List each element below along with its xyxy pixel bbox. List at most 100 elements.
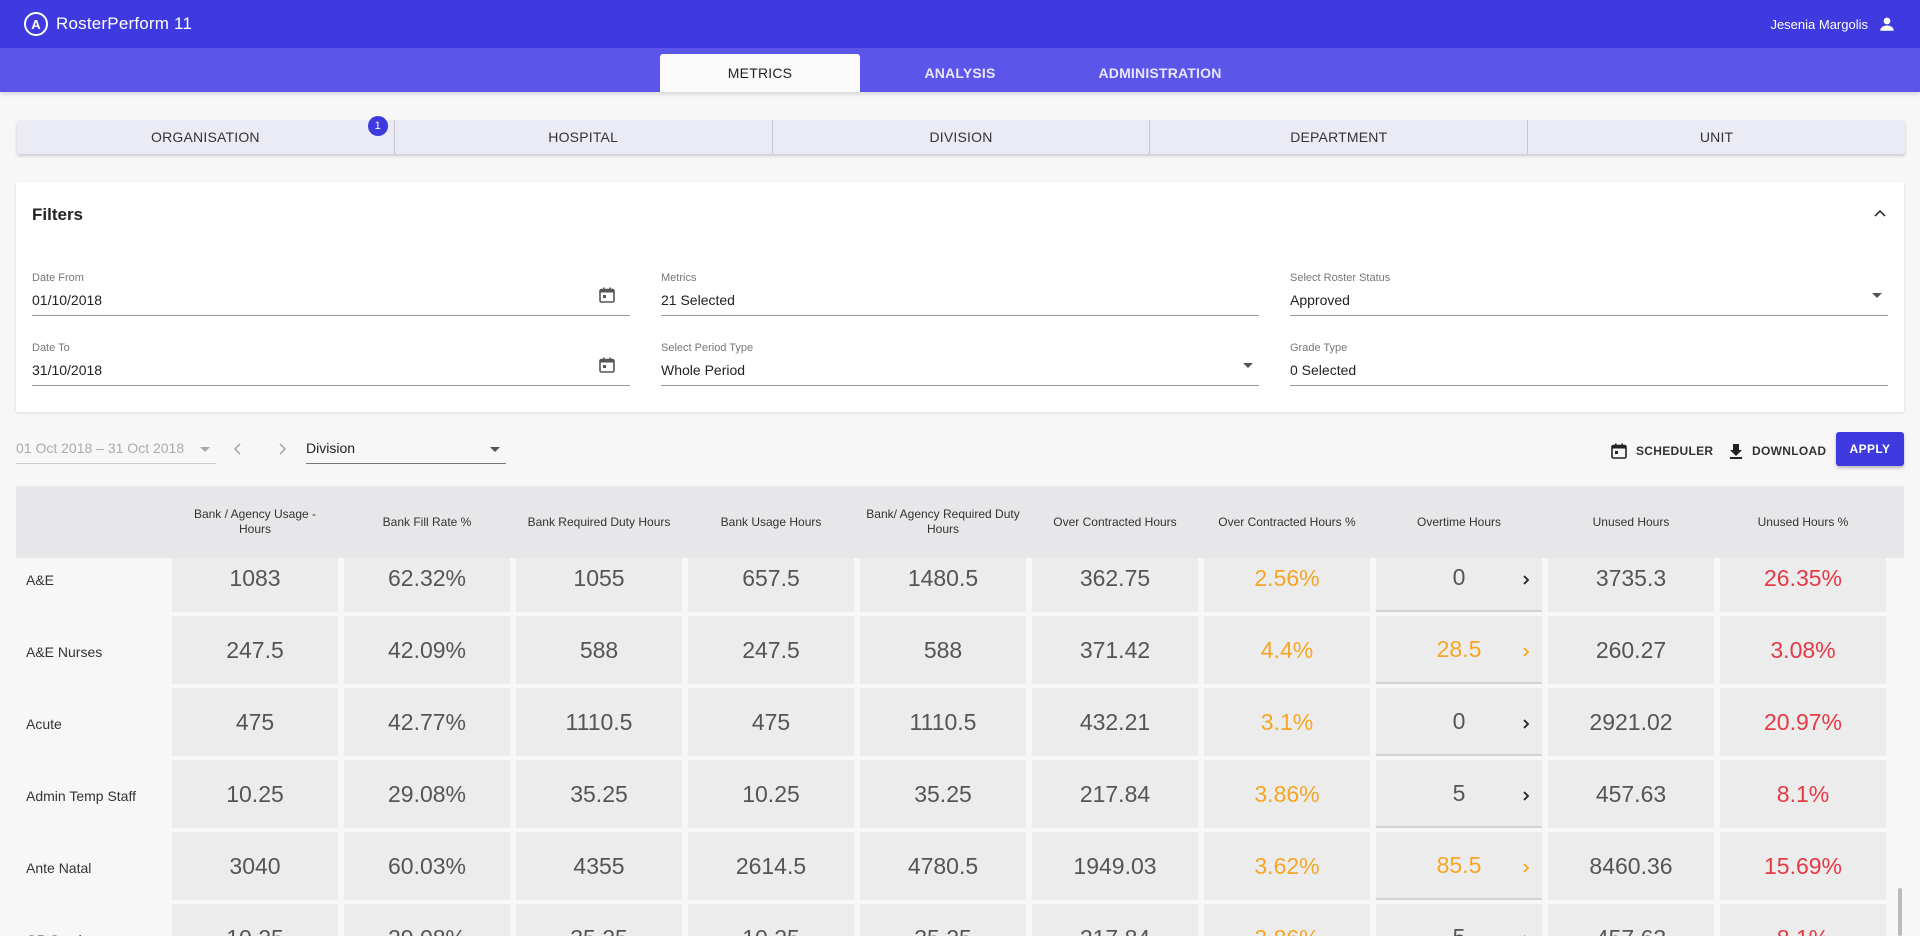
chevron-right-icon[interactable]: [1522, 862, 1530, 874]
metrics-field[interactable]: Metrics 21 Selected: [661, 272, 1259, 316]
cell-value: 432.21: [1079, 708, 1151, 735]
table-cell: 1110.5: [860, 688, 1026, 756]
cell-value: 4.4%: [1260, 636, 1314, 663]
table-cell: 42.77%: [344, 688, 510, 756]
hierarchy-unit[interactable]: UNIT: [1699, 129, 1734, 145]
table-cell: 35.25: [860, 760, 1026, 828]
cell-value: 5: [1452, 779, 1466, 806]
table-cell: 8.1%: [1720, 904, 1886, 936]
filters-panel: Filters Date From 01/10/2018 Date To 31/…: [16, 182, 1904, 412]
download-icon: [1730, 444, 1742, 459]
period-type-select[interactable]: Select Period Type Whole Period: [661, 342, 1259, 386]
chevron-left-icon[interactable]: [230, 440, 246, 458]
cell-value: 588: [579, 636, 619, 663]
table-cell: 657.5: [688, 558, 854, 612]
cell-value: 10.25: [742, 925, 800, 936]
row-label: A&E: [26, 572, 55, 588]
collapse-chevron-up-icon[interactable]: [1872, 206, 1888, 222]
table-cell: 3.1%: [1204, 688, 1370, 756]
account-icon[interactable]: [1878, 15, 1896, 33]
chevron-right-icon[interactable]: [1522, 646, 1530, 658]
table-row[interactable]: GP Services 10.25 29.08% 35.25 10.25 35.25 217…: [16, 904, 1904, 936]
tab-administration[interactable]: ADMINISTRATION: [1098, 65, 1222, 81]
column-header[interactable]: Over Contracted Hours %: [1218, 514, 1356, 529]
metrics-value: 21 Selected: [661, 292, 735, 308]
chevron-right-icon[interactable]: [1522, 718, 1530, 730]
dropdown-caret-icon[interactable]: [1243, 363, 1253, 368]
period-range-select[interactable]: 01 Oct 2018 – 31 Oct 2018: [16, 436, 216, 464]
hierarchy-organisation[interactable]: ORGANISATION 1: [17, 116, 395, 154]
date-from-field[interactable]: Date From 01/10/2018: [32, 272, 630, 316]
table-cell: 35.25: [516, 760, 682, 828]
column-header[interactable]: Bank Fill Rate %: [382, 514, 472, 529]
cell-value: 10.25: [226, 780, 284, 807]
roster-status-select[interactable]: Select Roster Status Approved: [1290, 272, 1888, 316]
table-cell: 3040: [172, 832, 338, 900]
table-cell: 3.86%: [1204, 904, 1370, 936]
table-row[interactable]: Acute 475 42.77% 1110.5 475 1110.5 432.21 3.1% 0…: [16, 688, 1904, 760]
cell-value: 5: [1453, 924, 1466, 936]
column-header[interactable]: Over Contracted Hours: [1053, 514, 1177, 529]
chevron-right-icon[interactable]: [1522, 790, 1530, 802]
table-row[interactable]: Admin Temp Staff 10.25 29.08% 35.25 10.25 35.…: [16, 760, 1904, 832]
vertical-scrollbar[interactable]: [1898, 888, 1902, 936]
chevron-right-icon[interactable]: [274, 440, 290, 458]
table-cell: 8460.36: [1548, 832, 1714, 900]
dropdown-caret-icon[interactable]: [490, 447, 500, 452]
overtime-cell[interactable]: 28.5: [1376, 616, 1542, 684]
cell-value: 10.25: [226, 925, 284, 936]
date-to-value: 31/10/2018: [32, 362, 103, 378]
user-name: Jesenia Margolis: [1770, 16, 1868, 32]
chevron-right-icon[interactable]: [1522, 574, 1530, 586]
table-cell: 371.42: [1032, 616, 1198, 684]
overtime-cell[interactable]: 0: [1376, 688, 1542, 756]
column-header[interactable]: Bank Usage Hours: [720, 514, 822, 529]
table-row[interactable]: A&E Nurses 247.5 42.09% 588 247.5 588 371.42 4.…: [16, 616, 1904, 688]
cell-value: 0: [1452, 563, 1466, 590]
overtime-cell[interactable]: 5: [1376, 760, 1542, 828]
table-row[interactable]: Ante Natal 3040 60.03% 4355 2614.5 4780.5 1949…: [16, 832, 1904, 904]
cell-value: 3.62%: [1254, 852, 1320, 879]
table-row[interactable]: A&E 1083 62.32% 1055 657.5 1480.5 362.75 2.56% 0…: [16, 558, 1904, 616]
column-header[interactable]: Bank/ Agency Required Duty Hours: [866, 507, 1020, 536]
download-button[interactable]: DOWNLOAD: [1728, 436, 1826, 466]
overtime-cell[interactable]: 0: [1376, 558, 1542, 612]
table-cell: 475: [172, 688, 338, 756]
tab-analysis[interactable]: ANALYSIS: [924, 65, 996, 81]
cell-value: 3040: [229, 852, 281, 879]
column-header[interactable]: Unused Hours %: [1757, 514, 1849, 529]
table-cell: 8.1%: [1720, 760, 1886, 828]
scheduler-button[interactable]: SCHEDULER: [1610, 436, 1713, 466]
dropdown-caret-icon[interactable]: [200, 447, 210, 452]
brand[interactable]: A RosterPerform 11: [24, 12, 192, 36]
metrics-label: Metrics: [661, 272, 697, 284]
apply-button[interactable]: APPLY: [1836, 432, 1904, 466]
user-menu[interactable]: Jesenia Margolis: [1770, 0, 1896, 48]
calendar-icon[interactable]: [598, 286, 616, 304]
cell-value: 4355: [573, 852, 625, 879]
dropdown-caret-icon[interactable]: [1872, 293, 1882, 298]
cell-value: 260.27: [1595, 636, 1667, 663]
level-select[interactable]: Division: [306, 436, 506, 464]
cell-value: 8460.36: [1589, 852, 1673, 879]
column-header[interactable]: Overtime Hours: [1416, 514, 1502, 529]
table-cell: 10.25: [172, 760, 338, 828]
column-header[interactable]: Unused Hours: [1592, 514, 1670, 529]
cell-value: 3.86%: [1254, 925, 1319, 936]
table-cell: 29.08%: [344, 760, 510, 828]
overtime-cell[interactable]: 85.5: [1376, 832, 1542, 900]
overtime-cell[interactable]: 5: [1376, 904, 1542, 936]
tab-metrics[interactable]: METRICS: [660, 54, 860, 92]
calendar-icon[interactable]: [598, 356, 616, 374]
column-header[interactable]: Bank Required Duty Hours: [527, 514, 671, 529]
hierarchy-department[interactable]: DEPARTMENT: [1150, 120, 1529, 154]
date-from-value: 01/10/2018: [32, 292, 103, 308]
cell-value: 588: [923, 636, 963, 663]
main-tabs: METRICS ANALYSIS ADMINISTRATION: [0, 48, 1920, 92]
date-to-field[interactable]: Date To 31/10/2018: [32, 342, 630, 386]
column-header[interactable]: Bank / Agency Usage - Hours: [193, 507, 317, 536]
cell-value: 3.86%: [1254, 780, 1320, 807]
grade-type-field[interactable]: Grade Type 0 Selected: [1290, 342, 1888, 386]
hierarchy-division[interactable]: DIVISION: [773, 120, 1151, 154]
hierarchy-hospital[interactable]: HOSPITAL: [395, 120, 773, 154]
